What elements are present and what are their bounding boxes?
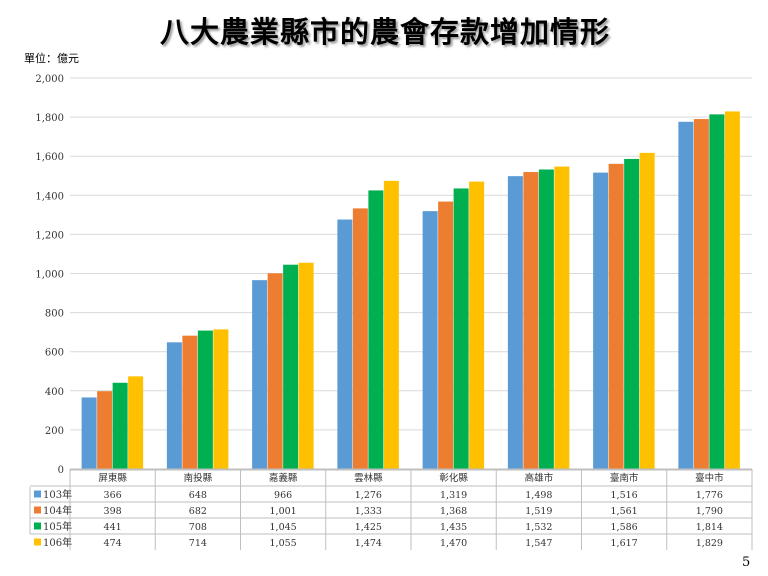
- chart-title: 八大農業縣市的農會存款增加情形: [160, 15, 611, 49]
- bar-105年-雲林縣: [368, 190, 384, 469]
- data-label: 1,333: [355, 506, 382, 517]
- category-label: 高雄市: [525, 472, 554, 484]
- data-label: 1,519: [525, 506, 552, 517]
- bar-104年-臺中市: [693, 119, 709, 470]
- bar-106年-臺中市: [724, 111, 740, 470]
- data-label: 1,055: [270, 538, 297, 549]
- legend-label: 103年: [43, 488, 72, 501]
- unit-label: 單位：億元: [24, 52, 79, 65]
- bar-105年-臺南市: [624, 158, 640, 469]
- category-label: 臺南市: [610, 472, 639, 484]
- bar-104年-雲林縣: [352, 208, 368, 469]
- category-label: 彰化縣: [439, 472, 468, 484]
- data-label: 1,498: [525, 490, 552, 501]
- bar-104年-嘉義縣: [267, 273, 283, 469]
- bar-104年-彰化縣: [438, 201, 454, 469]
- bar-103年-屏東縣: [81, 397, 97, 469]
- data-label: 1,532: [525, 522, 552, 533]
- category-label: 雲林縣: [354, 472, 383, 484]
- data-label: 441: [104, 522, 122, 533]
- y-tick-label: 1,400: [35, 191, 64, 202]
- bar-105年-彰化縣: [453, 188, 469, 469]
- legend-key-104年: [34, 506, 41, 514]
- bar-106年-南投縣: [213, 329, 229, 469]
- bar-103年-臺南市: [593, 172, 609, 469]
- data-label: 1,586: [611, 522, 638, 533]
- data-label: 1,516: [611, 490, 638, 501]
- category-label: 臺中市: [695, 472, 724, 484]
- data-label: 474: [104, 538, 122, 549]
- y-tick-label: 1,000: [35, 270, 64, 281]
- y-tick-label: 1,200: [35, 230, 64, 241]
- legend-key-106年: [34, 538, 41, 546]
- bar-105年-南投縣: [197, 330, 213, 469]
- bar-106年-高雄市: [554, 166, 570, 469]
- data-label: 366: [104, 490, 122, 501]
- bar-103年-南投縣: [166, 342, 182, 469]
- y-tick-label: 1,600: [35, 152, 64, 163]
- bar-105年-臺中市: [709, 114, 725, 469]
- data-label: 1,790: [696, 506, 723, 517]
- bar-105年-高雄市: [538, 169, 554, 469]
- bar-106年-彰化縣: [469, 181, 485, 470]
- bar-103年-高雄市: [507, 176, 523, 470]
- bar-105年-嘉義縣: [283, 264, 299, 469]
- legend-label: 106年: [43, 536, 72, 549]
- category-label: 屏東縣: [98, 472, 127, 484]
- data-label: 1,001: [270, 506, 297, 517]
- category-label: 南投縣: [184, 472, 213, 484]
- bar-103年-彰化縣: [422, 211, 438, 469]
- bar-106年-嘉義縣: [298, 262, 314, 469]
- data-label: 966: [274, 490, 292, 501]
- data-label: 1,829: [696, 538, 723, 549]
- data-label: 1,814: [696, 522, 723, 533]
- bar-103年-嘉義縣: [252, 280, 268, 469]
- legend-key-103年: [34, 490, 41, 498]
- page-number: 5: [742, 555, 751, 570]
- bar-103年-雲林縣: [337, 219, 353, 469]
- data-label: 682: [189, 506, 207, 517]
- y-tick-label: 800: [45, 309, 64, 320]
- legend-label: 105年: [43, 520, 72, 533]
- data-label: 1,368: [440, 506, 467, 517]
- bar-104年-屏東縣: [97, 391, 113, 469]
- category-label: 嘉義縣: [269, 472, 298, 484]
- y-tick-label: 400: [45, 387, 64, 398]
- data-label: 1,561: [611, 506, 638, 517]
- data-label: 1,474: [355, 538, 382, 549]
- data-label: 1,045: [270, 522, 297, 533]
- data-label: 708: [189, 522, 207, 533]
- data-label: 1,776: [696, 490, 723, 501]
- data-label: 398: [104, 506, 122, 517]
- legend-key-105年: [34, 522, 41, 530]
- bar-104年-南投縣: [182, 335, 198, 469]
- bar-106年-雲林縣: [383, 180, 399, 469]
- bar-106年-臺南市: [639, 152, 655, 469]
- data-label: 1,435: [440, 522, 467, 533]
- y-tick-label: 200: [45, 426, 64, 437]
- data-label: 1,547: [525, 538, 552, 549]
- data-label: 1,470: [440, 538, 467, 549]
- y-tick-label: 600: [45, 348, 64, 359]
- data-label: 1,617: [611, 538, 638, 549]
- data-label: 714: [189, 538, 207, 549]
- bar-106年-屏東縣: [128, 376, 144, 469]
- data-label: 648: [189, 490, 207, 501]
- bar-103年-臺中市: [678, 121, 694, 470]
- data-label: 1,425: [355, 522, 382, 533]
- bar-104年-臺南市: [608, 163, 624, 469]
- y-tick-label: 2,000: [35, 74, 64, 85]
- data-label: 1,276: [355, 490, 382, 501]
- bar-104年-高雄市: [523, 172, 539, 469]
- y-tick-label: 1,800: [35, 113, 64, 124]
- y-tick-label: 0: [58, 465, 64, 476]
- legend-label: 104年: [43, 504, 72, 517]
- bar-105年-屏東縣: [112, 382, 128, 469]
- data-label: 1,319: [440, 490, 467, 501]
